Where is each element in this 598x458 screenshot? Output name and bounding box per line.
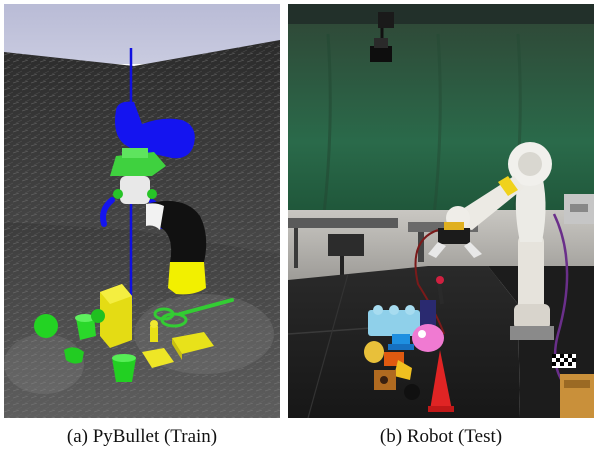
sim-scene-image bbox=[4, 4, 280, 418]
robot-yellow-band bbox=[498, 176, 518, 196]
caption-panel-b: (b) Robot (Test) bbox=[379, 426, 503, 447]
pink-toy bbox=[412, 324, 444, 352]
green-cup bbox=[112, 358, 136, 382]
caption-panel-a: (a) PyBullet (Train) bbox=[66, 426, 218, 447]
robot-base bbox=[518, 234, 544, 324]
overhead-camera bbox=[370, 46, 392, 62]
yellow-arm-base bbox=[168, 262, 206, 295]
red-cone bbox=[430, 350, 452, 410]
robot-scene-image bbox=[288, 4, 594, 418]
sim-scene-svg bbox=[4, 4, 280, 418]
gripper-body bbox=[115, 101, 195, 159]
checkerboard bbox=[552, 354, 576, 368]
robot-scene-svg bbox=[288, 4, 594, 418]
green-ball bbox=[34, 314, 58, 338]
blue-block bbox=[368, 310, 420, 336]
